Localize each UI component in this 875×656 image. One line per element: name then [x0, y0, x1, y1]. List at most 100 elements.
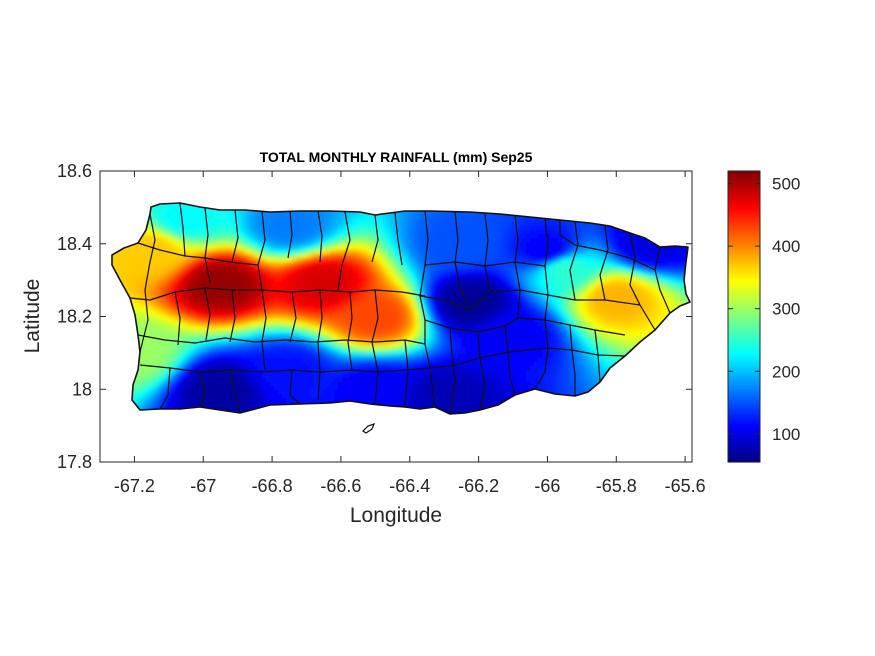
field-cell: [662, 290, 667, 295]
field-cell: [214, 314, 219, 319]
field-cell: [166, 246, 171, 251]
field-cell: [502, 318, 507, 323]
field-cell: [166, 290, 171, 295]
field-cell: [202, 274, 207, 279]
field-cell: [238, 302, 243, 307]
field-cell: [374, 270, 379, 275]
field-cell: [334, 290, 339, 295]
field-cell: [586, 294, 591, 299]
field-cell: [514, 258, 519, 263]
field-cell: [570, 238, 575, 243]
field-cell: [330, 318, 335, 323]
field-cell: [350, 262, 355, 267]
field-cell: [554, 290, 559, 295]
field-cell: [454, 282, 459, 287]
field-cell: [502, 266, 507, 271]
field-cell: [158, 318, 163, 323]
field-cell: [458, 290, 463, 295]
field-cell: [446, 278, 451, 283]
field-cell: [606, 306, 611, 311]
field-cell: [342, 274, 347, 279]
field-cell: [678, 254, 683, 259]
field-cell: [166, 206, 171, 211]
field-cell: [358, 278, 363, 283]
field-cell: [578, 266, 583, 271]
field-cell: [142, 318, 147, 323]
field-cell: [610, 262, 615, 267]
field-cell: [590, 326, 595, 331]
field-cell: [342, 310, 347, 315]
field-cell: [590, 250, 595, 255]
field-cell: [386, 298, 391, 303]
field-cell: [474, 310, 479, 315]
field-cell: [270, 310, 275, 315]
field-cell: [302, 250, 307, 255]
field-cell: [166, 266, 171, 271]
field-cell: [570, 222, 575, 227]
field-cell: [286, 214, 291, 219]
field-cell: [482, 274, 487, 279]
field-cell: [282, 290, 287, 295]
field-cell: [230, 238, 235, 243]
field-cell: [290, 238, 295, 243]
field-cell: [346, 322, 351, 327]
field-cell: [634, 242, 639, 247]
field-cell: [510, 318, 515, 323]
field-cell: [458, 310, 463, 315]
field-cell: [598, 234, 603, 239]
field-cell: [650, 298, 655, 303]
field-cell: [326, 242, 331, 247]
field-cell: [522, 242, 527, 247]
field-cell: [198, 238, 203, 243]
field-cell: [218, 254, 223, 259]
field-cell: [678, 294, 683, 299]
field-cell: [138, 326, 143, 331]
field-cell: [330, 266, 335, 271]
field-cell: [246, 318, 251, 323]
field-cell: [622, 238, 627, 243]
field-cell: [534, 222, 539, 227]
field-cell: [478, 238, 483, 243]
field-cell: [682, 254, 687, 259]
field-cell: [442, 250, 447, 255]
field-cell: [354, 254, 359, 259]
field-cell: [534, 234, 539, 239]
field-cell: [138, 314, 143, 319]
field-cell: [310, 218, 315, 223]
field-cell: [598, 302, 603, 307]
field-cell: [370, 326, 375, 331]
field-cell: [522, 298, 527, 303]
field-cell: [418, 310, 423, 315]
field-cell: [230, 318, 235, 323]
field-cell: [662, 286, 667, 291]
field-cell: [642, 286, 647, 291]
field-cell: [466, 242, 471, 247]
field-cell: [654, 266, 659, 271]
field-cell: [594, 230, 599, 235]
field-cell: [498, 322, 503, 327]
field-cell: [242, 218, 247, 223]
field-cell: [322, 326, 327, 331]
field-cell: [250, 286, 255, 291]
field-cell: [350, 298, 355, 303]
field-cell: [326, 318, 331, 323]
field-cell: [538, 290, 543, 295]
field-cell: [526, 322, 531, 327]
field-cell: [330, 290, 335, 295]
field-cell: [498, 294, 503, 299]
field-cell: [242, 222, 247, 227]
field-cell: [446, 258, 451, 263]
field-cell: [206, 310, 211, 315]
field-cell: [530, 310, 535, 315]
field-cell: [202, 242, 207, 247]
field-cell: [314, 302, 319, 307]
field-cell: [366, 318, 371, 323]
field-cell: [330, 230, 335, 235]
field-cell: [314, 318, 319, 323]
field-cell: [126, 278, 131, 283]
field-cell: [506, 294, 511, 299]
field-cell: [138, 290, 143, 295]
field-cell: [362, 258, 367, 263]
field-cell: [166, 203, 171, 207]
field-cell: [250, 222, 255, 227]
